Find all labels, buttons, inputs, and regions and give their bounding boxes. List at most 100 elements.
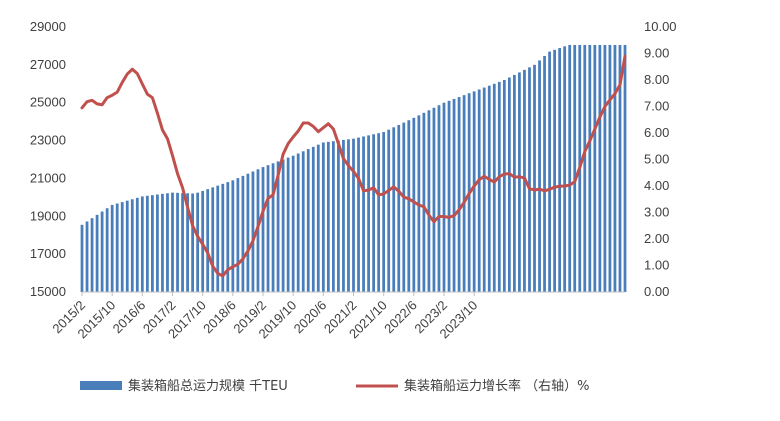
- left-tick-label: 19000: [30, 208, 66, 223]
- right-tick-label: 1.00: [644, 258, 669, 273]
- x-tick-label: 2016/6: [110, 298, 149, 337]
- bar: [422, 112, 426, 292]
- bar: [362, 136, 365, 292]
- bar: [342, 139, 345, 292]
- bar: [487, 85, 491, 293]
- right-tick-label: 4.00: [644, 178, 669, 193]
- left-axis-ticks: 15000 17000 19000 21000 23000 25000 27000 29000: [30, 19, 66, 299]
- bar: [407, 120, 411, 292]
- bar: [412, 117, 416, 292]
- bar: [151, 195, 154, 292]
- bar: [196, 192, 200, 292]
- bar: [447, 100, 451, 292]
- bar: [357, 137, 360, 292]
- bar: [145, 195, 149, 292]
- bar: [156, 194, 159, 292]
- bar: [115, 203, 119, 292]
- bar: [140, 196, 144, 292]
- legend-swatch-capacity: [80, 381, 122, 390]
- bar: [171, 192, 174, 293]
- bar: [95, 214, 99, 292]
- right-axis-ticks: 0.00 1.00 2.00 3.00 4.00 5.00 6.00 7.00 8.00 9.00…: [644, 19, 677, 299]
- bar: [618, 44, 622, 293]
- bar: [568, 44, 572, 293]
- bar: [513, 74, 516, 292]
- legend-label-capacity: 集装箱船总运力规模 千TEU: [128, 378, 288, 394]
- bar: [533, 64, 536, 292]
- legend: 集装箱船总运力规模 千TEU 集装箱船运力增长率 （右轴）%: [80, 378, 590, 394]
- bar: [377, 133, 381, 292]
- bar: [427, 110, 431, 292]
- bar: [326, 141, 330, 292]
- bar: [241, 175, 245, 292]
- right-tick-label: 5.00: [644, 152, 669, 167]
- bar: [296, 153, 300, 292]
- x-tick: 2017/10: [165, 292, 209, 341]
- bar: [105, 208, 109, 292]
- bar: [266, 165, 270, 292]
- bar: [372, 134, 375, 292]
- bar: [85, 221, 89, 292]
- bar: [226, 182, 230, 292]
- bar: [100, 211, 104, 292]
- bar: [598, 44, 602, 293]
- left-tick-label: 17000: [30, 246, 66, 261]
- bar: [181, 193, 184, 292]
- right-tick-label: 7.00: [644, 99, 669, 114]
- bar: [387, 129, 391, 292]
- bar: [281, 159, 285, 292]
- bar: [316, 144, 320, 292]
- right-tick-label: 3.00: [644, 205, 669, 220]
- bar: [166, 193, 169, 292]
- bar: [392, 127, 396, 292]
- bar: [261, 167, 265, 292]
- bar: [201, 190, 205, 292]
- bar: [211, 187, 215, 292]
- x-tick-label: 2018/6: [200, 298, 239, 337]
- bar: [347, 139, 350, 292]
- bar: [311, 146, 315, 292]
- bar: [206, 189, 210, 292]
- bar: [492, 83, 496, 292]
- x-tick: 2023/10: [436, 292, 480, 341]
- growth-rate-line: [80, 54, 627, 278]
- bar: [337, 140, 340, 292]
- bar: [276, 161, 280, 292]
- right-tick-label: 0.00: [644, 284, 669, 299]
- bar: [246, 173, 250, 292]
- bar: [518, 72, 521, 293]
- bar: [120, 202, 124, 292]
- bar: [573, 44, 577, 293]
- bar: [367, 135, 370, 292]
- bar: [462, 95, 466, 292]
- x-tick-label: 2020/6: [291, 298, 330, 337]
- bar: [231, 180, 235, 292]
- bar: [543, 56, 546, 292]
- bar: [221, 183, 225, 292]
- bar: [442, 102, 446, 293]
- left-tick-label: 21000: [30, 170, 66, 185]
- bar: [548, 51, 551, 292]
- bar: [110, 204, 114, 292]
- bar: [191, 193, 194, 292]
- left-tick-label: 27000: [30, 57, 66, 72]
- bar: [90, 218, 94, 292]
- bar: [563, 46, 567, 293]
- right-tick-label: 9.00: [644, 46, 669, 61]
- bar: [538, 60, 541, 292]
- bar: [306, 149, 310, 292]
- x-axis-ticks: 2015/22015/102016/62017/22017/102018/620…: [49, 292, 480, 341]
- bar-series: [80, 44, 627, 293]
- bar: [432, 107, 436, 292]
- bar: [161, 193, 164, 292]
- bar: [301, 151, 305, 292]
- bar: [332, 141, 335, 292]
- bar: [528, 67, 531, 292]
- bar: [236, 178, 240, 292]
- x-tick-label: 2022/6: [381, 298, 420, 337]
- bar: [472, 91, 476, 292]
- bar: [593, 44, 597, 293]
- bar: [553, 49, 556, 293]
- bar: [588, 44, 592, 293]
